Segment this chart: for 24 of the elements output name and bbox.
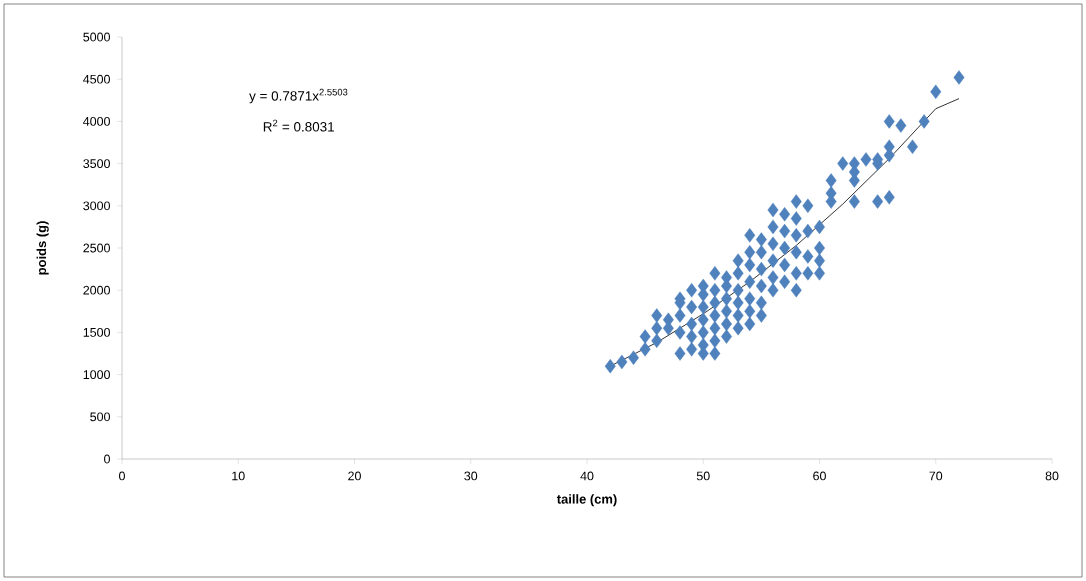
x-tick-label: 10 [232,471,245,481]
y-tick-label: 4500 [83,74,110,84]
y-tick-label: 2000 [83,285,110,295]
y-tick-label: 0 [104,454,110,464]
y-tick-label: 2500 [83,243,110,253]
x-tick-label: 20 [348,471,361,481]
y-axis-title: poids (g) [36,221,49,275]
y-tick-label: 4000 [83,117,110,126]
x-tick-label: 0 [119,471,125,481]
x-tick-label: 60 [813,471,826,481]
annotation: R$^{2}$ = 0.8031 [263,119,334,132]
y-tick-label: 500 [90,412,110,422]
y-tick-label: 5000 [83,32,110,42]
y-tick-label: 3500 [83,159,110,169]
y-tick-label: 1000 [83,370,110,380]
x-tick-label: 40 [580,471,594,481]
y-tick-label: 3000 [83,201,110,211]
x-axis-title: taille (cm) [556,494,617,507]
x-tick-label: 50 [696,471,710,481]
x-tick-label: 80 [1045,471,1059,481]
x-tick-label: 70 [929,471,943,481]
y-tick-label: 1500 [83,328,110,337]
x-tick-label: 30 [464,471,478,481]
annotation: y = 0.7871x$^{2.5503}$ [249,88,348,104]
